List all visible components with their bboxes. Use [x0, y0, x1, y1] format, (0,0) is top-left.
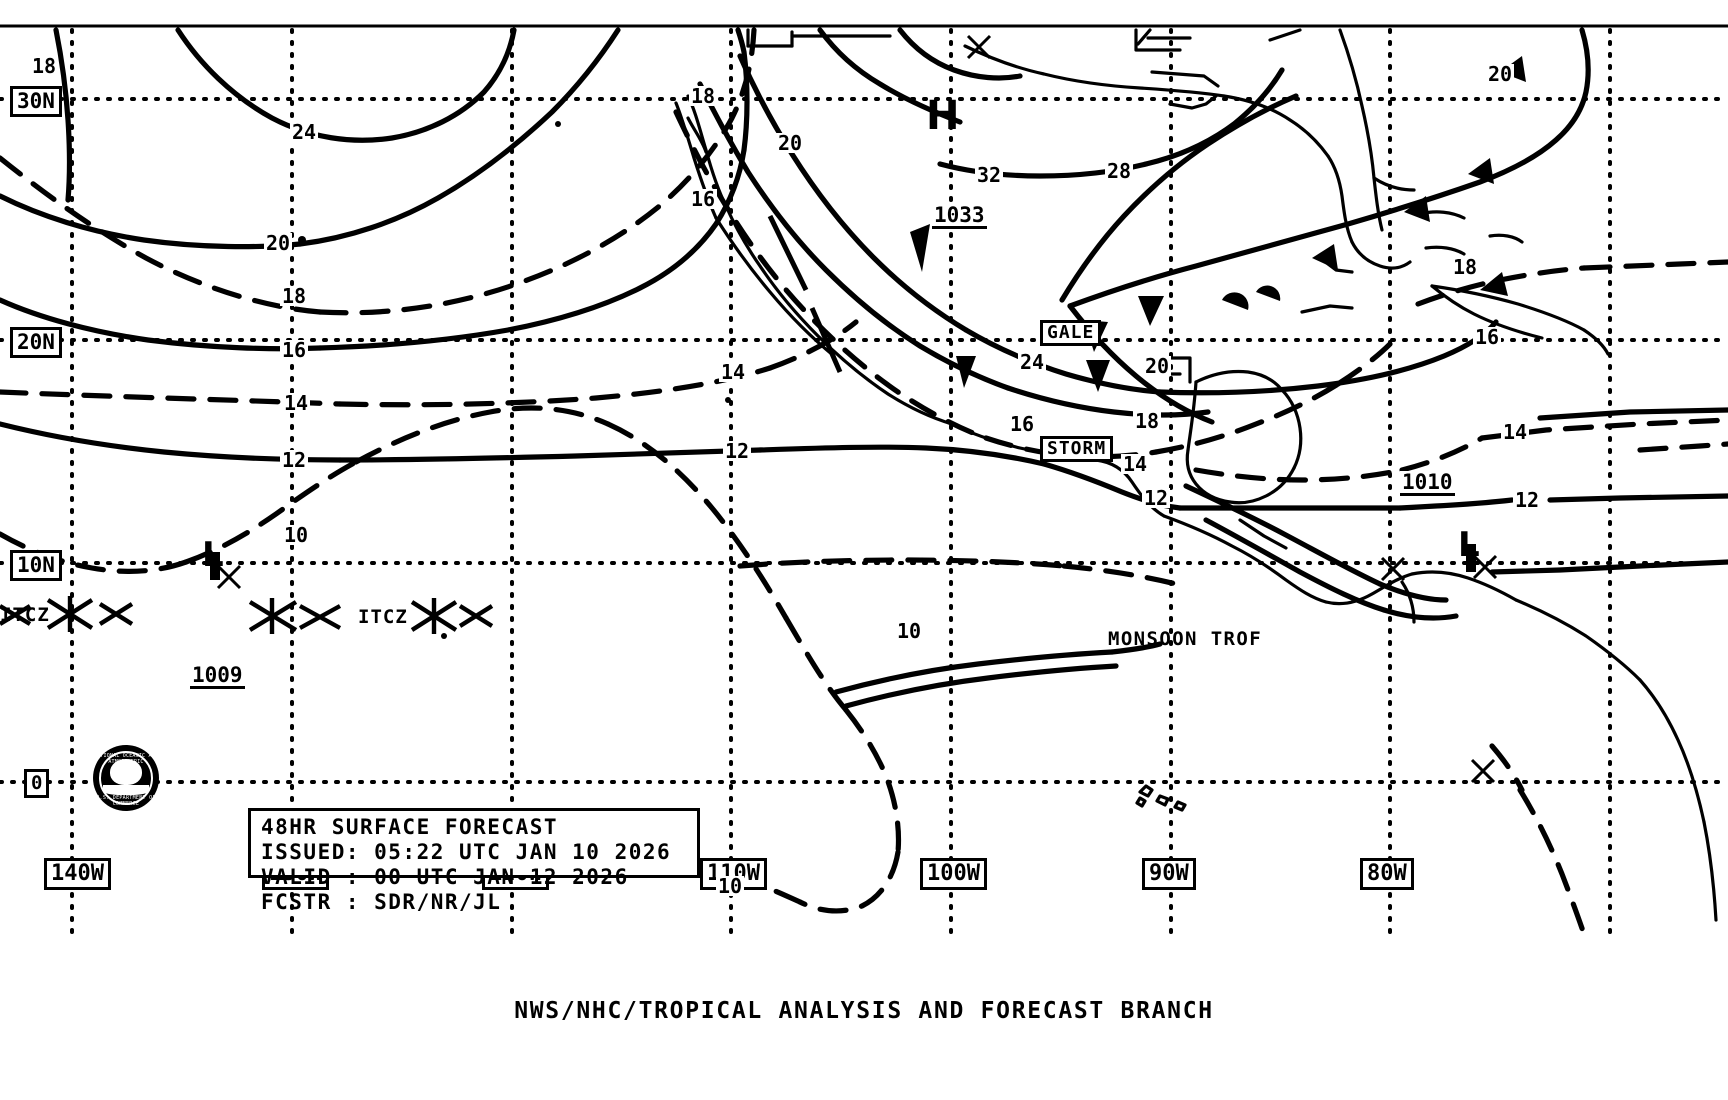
noaa-logo-wave-icon	[103, 785, 149, 795]
lat-label-10n: 10N	[10, 550, 62, 581]
contour-label: 20	[264, 231, 293, 255]
low-pressure-center-l: L	[1458, 525, 1480, 565]
low-pressure-center-l: L	[202, 535, 224, 575]
contour-label: 16	[1473, 325, 1502, 349]
forecast-info-box: 48HR SURFACE FORECAST ISSUED: 05:22 UTC …	[248, 808, 700, 914]
contour-label: 14	[719, 360, 748, 384]
monsoon-trof-label: MONSOON TROF	[1108, 628, 1263, 650]
info-issued: ISSUED: 05:22 UTC JAN 10 2026	[261, 839, 672, 864]
info-title: 48HR SURFACE FORECAST	[261, 815, 559, 839]
contour-label: 14	[1501, 420, 1530, 444]
warning-box-gale: GALE	[1040, 320, 1102, 346]
dashed-contours	[0, 27, 1728, 943]
contour-label: 18	[689, 84, 718, 108]
noaa-logo-bottom-text: U.S. DEPARTMENT OF COMMERCE	[96, 795, 156, 807]
contour-label: 20	[1486, 62, 1515, 86]
noaa-logo-ring	[99, 751, 153, 805]
high-pressure-center-h: H	[926, 93, 960, 139]
contour-label: 10	[282, 523, 311, 547]
contour-label: 16	[280, 338, 309, 362]
graticule	[0, 28, 1728, 942]
lat-label-30n: 30N	[10, 86, 62, 117]
contour-label: 16	[689, 187, 718, 211]
warning-box-storm: STORM	[1040, 436, 1114, 462]
noaa-logo-bird-icon	[110, 759, 142, 785]
contour-label: 20	[1143, 354, 1172, 378]
itcz-label: ITCZ	[358, 606, 408, 628]
pressure-label-1009: 1009	[190, 664, 245, 690]
pressure-label-1010: 1010	[1400, 471, 1455, 497]
itcz-label: ITCZ	[0, 604, 50, 626]
itcz-symbols	[0, 596, 494, 634]
lat-label-0: 0	[24, 769, 50, 798]
noaa-logo: NATIONAL OCEANIC AND ATMOSPHERIC U.S. DE…	[93, 745, 159, 811]
contour-label: 28	[1105, 159, 1134, 183]
lon-label-140w: 140W	[44, 858, 111, 890]
contour-label: 24	[290, 120, 319, 144]
contour-label: 12	[1142, 486, 1171, 510]
contour-label: 20	[776, 131, 805, 155]
contour-label: 18	[1451, 255, 1480, 279]
contour-label: 32	[975, 163, 1004, 187]
chart-caption: NWS/NHC/TROPICAL ANALYSIS AND FORECAST B…	[514, 998, 1214, 1024]
contour-label: 16	[1008, 412, 1037, 436]
lon-label-90w: 90W	[1142, 858, 1196, 890]
contour-label: 18	[1133, 409, 1162, 433]
contour-label: 12	[723, 439, 752, 463]
info-valid: VALID : 00 UTC JAN 12 2026	[261, 864, 629, 889]
lon-label-100w: 100W	[920, 858, 987, 890]
lat-label-20n: 20N	[10, 327, 62, 358]
lon-label-80w: 80W	[1360, 858, 1414, 890]
info-forecaster: FCSTR : SDR/NR/JL	[261, 889, 502, 914]
contour-label: 14	[282, 391, 311, 415]
contour-label: 24	[1018, 350, 1047, 374]
contour-label: 12	[280, 448, 309, 472]
contour-label: 14	[1121, 452, 1150, 476]
frontal-boundaries	[210, 27, 1591, 784]
contour-label: 12	[1513, 488, 1542, 512]
pressure-label-1033: 1033	[932, 204, 987, 230]
misc-strokes	[298, 121, 843, 639]
contour-label: 18	[30, 54, 59, 78]
contour-label: 10	[895, 619, 924, 643]
contour-label: 18	[280, 284, 309, 308]
contour-label: 10	[716, 874, 745, 898]
